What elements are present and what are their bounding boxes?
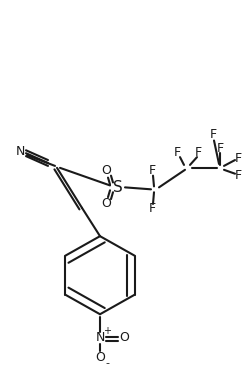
Text: -: -: [105, 358, 109, 367]
Text: F: F: [210, 128, 216, 141]
Text: F: F: [234, 169, 242, 182]
Text: O: O: [101, 197, 111, 210]
Text: F: F: [234, 152, 242, 164]
Text: O: O: [101, 164, 111, 177]
Text: +: +: [103, 326, 111, 336]
Text: F: F: [174, 146, 180, 159]
Text: O: O: [119, 331, 129, 344]
Text: S: S: [113, 180, 123, 195]
Text: F: F: [216, 142, 224, 155]
Text: N: N: [15, 145, 25, 158]
Text: F: F: [194, 146, 202, 159]
Text: N: N: [95, 331, 105, 344]
Text: F: F: [148, 202, 156, 215]
Text: F: F: [148, 164, 156, 177]
Text: O: O: [95, 351, 105, 364]
